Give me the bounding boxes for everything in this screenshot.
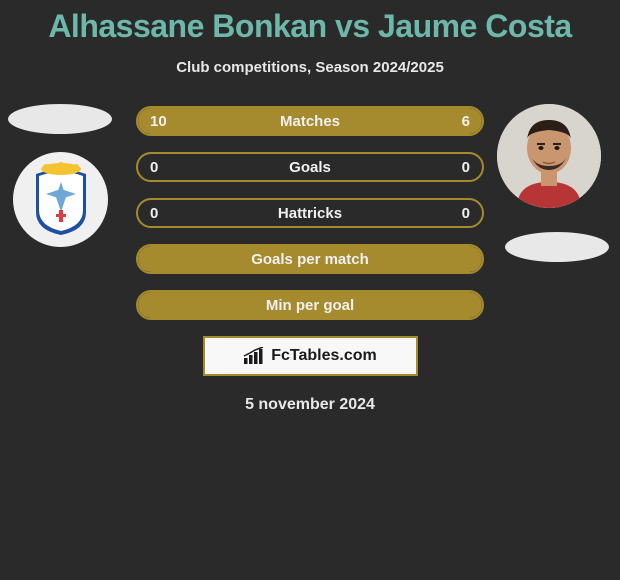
- content-area: 10 Matches 6 0 Goals 0 0 Hattricks 0 Goa…: [0, 104, 620, 320]
- player1-placeholder-oval: [8, 104, 112, 134]
- club-badge-icon: [26, 162, 96, 237]
- player2-face-icon: [497, 104, 601, 208]
- stat-row-matches: 10 Matches 6: [136, 106, 484, 136]
- comparison-title: Alhassane Bonkan vs Jaume Costa: [0, 8, 620, 45]
- stat-row-min-per-goal: Min per goal: [136, 290, 484, 320]
- header: Alhassane Bonkan vs Jaume Costa Club com…: [0, 0, 620, 76]
- left-column: [8, 104, 123, 247]
- stat-row-goals: 0 Goals 0: [136, 152, 484, 182]
- comparison-subtitle: Club competitions, Season 2024/2025: [0, 59, 620, 76]
- stat-label: Min per goal: [138, 292, 482, 318]
- stat-label: Goals per match: [138, 246, 482, 272]
- player1-club-badge: [13, 152, 108, 247]
- stat-right-value: 0: [462, 200, 470, 226]
- stat-row-goals-per-match: Goals per match: [136, 244, 484, 274]
- player2-placeholder-oval: [505, 232, 609, 262]
- footer-date: 5 november 2024: [0, 396, 620, 414]
- stat-label: Matches: [138, 108, 482, 134]
- brand-chart-icon: [243, 347, 265, 365]
- brand-text: FcTables.com: [271, 347, 377, 365]
- stat-right-value: 0: [462, 154, 470, 180]
- brand-box[interactable]: FcTables.com: [203, 336, 418, 376]
- stat-right-value: 6: [462, 108, 470, 134]
- stat-row-hattricks: 0 Hattricks 0: [136, 198, 484, 228]
- player2-photo: [497, 104, 601, 208]
- stat-bars: 10 Matches 6 0 Goals 0 0 Hattricks 0 Goa…: [136, 104, 484, 320]
- right-column: [497, 104, 612, 262]
- stat-label: Goals: [138, 154, 482, 180]
- stat-label: Hattricks: [138, 200, 482, 226]
